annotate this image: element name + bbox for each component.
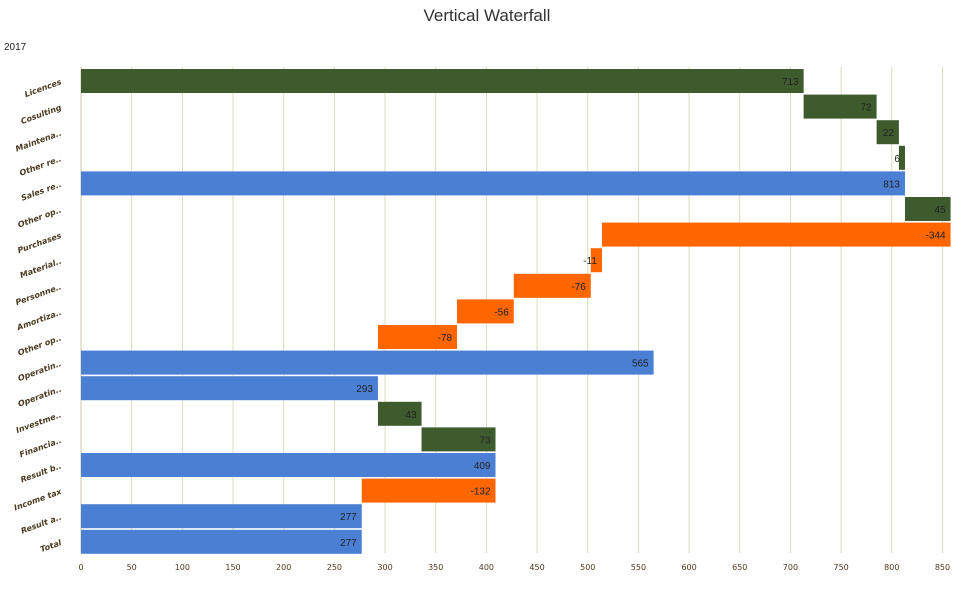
category-label: Result b.. xyxy=(19,461,62,484)
bar-value-label: 713 xyxy=(782,77,799,88)
bar-value-label: 6 xyxy=(894,154,900,165)
bar-increase xyxy=(904,197,951,221)
bar-total xyxy=(81,171,905,196)
bar-decrease xyxy=(513,273,591,298)
bar-increase xyxy=(81,69,804,93)
category-label: Sales re.. xyxy=(20,180,63,203)
x-tick-label: 650 xyxy=(732,563,747,572)
bar-value-label: -132 xyxy=(471,487,491,498)
x-tick-label: 50 xyxy=(127,563,137,572)
category-label: Financia.. xyxy=(18,436,62,459)
x-tick-label: 250 xyxy=(327,563,342,572)
x-tick-label: 550 xyxy=(631,563,646,572)
bar-increase xyxy=(421,427,496,452)
category-label: Operatin.. xyxy=(17,359,63,383)
x-tick-label: 300 xyxy=(377,563,392,572)
bar-increase xyxy=(898,145,905,170)
category-label: Income tax xyxy=(13,487,64,513)
x-tick-label: 450 xyxy=(529,563,544,572)
bar-value-label: 73 xyxy=(479,435,491,446)
category-label: Cosulting xyxy=(20,103,63,126)
x-tick-label: 600 xyxy=(681,563,696,572)
bar-decrease xyxy=(590,248,602,273)
bar-value-label: 565 xyxy=(632,359,649,370)
x-tick-label: 350 xyxy=(428,563,443,572)
x-tick-label: 400 xyxy=(479,563,494,572)
bar-decrease xyxy=(361,478,496,503)
bar-value-label: 45 xyxy=(934,205,946,216)
x-tick-label: 0 xyxy=(78,563,83,572)
bar-value-label: -76 xyxy=(571,282,586,293)
bar-total xyxy=(81,504,362,529)
bar-total xyxy=(81,350,654,375)
x-tick-label: 800 xyxy=(884,563,899,572)
bar-increase xyxy=(803,94,877,119)
bar-value-label: 43 xyxy=(405,410,417,421)
bar-value-label: 277 xyxy=(340,512,357,523)
category-label: Personne.. xyxy=(14,282,62,307)
bar-value-label: -344 xyxy=(926,231,946,242)
bar-total xyxy=(81,453,496,477)
x-tick-label: 150 xyxy=(225,563,240,572)
bar-decrease xyxy=(377,325,458,349)
bar-total xyxy=(81,376,378,401)
chart-subtitle: 2017 xyxy=(4,42,27,53)
category-label: Result a.. xyxy=(20,513,63,536)
gridlines xyxy=(80,67,943,553)
category-label: Licences xyxy=(23,77,63,99)
category-label: Other op.. xyxy=(17,333,63,357)
x-tick-label: 500 xyxy=(580,563,595,572)
category-label: Amortiza.. xyxy=(15,308,63,333)
chart-title: Vertical Waterfall xyxy=(423,6,551,25)
category-label: Other re.. xyxy=(18,154,62,177)
x-tick-label: 700 xyxy=(783,563,798,572)
category-label: Purchases xyxy=(16,231,63,255)
value-labels: 713 72 22 6 813 45 -344 -11 -76 -56 -78 565 293 43 73 4… xyxy=(340,77,946,549)
bar-value-label: 813 xyxy=(883,179,900,190)
bar-value-label: -56 xyxy=(494,307,509,318)
bar-value-label: 277 xyxy=(340,538,357,549)
x-tick-label: 850 xyxy=(935,563,950,572)
x-tick-label: 100 xyxy=(175,563,190,572)
bar-decrease xyxy=(601,222,951,247)
x-tick-label: 200 xyxy=(276,563,291,572)
category-label: Total xyxy=(39,538,63,554)
category-label: Material.. xyxy=(19,257,63,280)
bar-increase xyxy=(377,401,422,426)
bar-value-label: 22 xyxy=(883,128,895,139)
category-label: Maintena.. xyxy=(14,129,62,154)
x-tick-labels: 0 50 100 150 200 250 300 350 400 450 500 550 600 650 7… xyxy=(78,563,950,572)
x-tick-label: 750 xyxy=(833,563,848,572)
bar-value-label: -78 xyxy=(438,333,453,344)
bar-total xyxy=(81,529,362,554)
category-label: Operatin.. xyxy=(17,385,63,409)
category-label: Investme.. xyxy=(15,410,63,435)
bars xyxy=(81,69,951,554)
bar-decrease xyxy=(457,299,514,324)
category-label: Other op.. xyxy=(17,205,63,229)
bar-value-label: 72 xyxy=(860,103,872,114)
category-labels: Licences Cosulting Maintena..Other re.. Sal… xyxy=(13,77,64,554)
bar-value-label: 409 xyxy=(474,461,491,472)
bar-increase xyxy=(876,120,899,145)
bar-value-label: 293 xyxy=(356,384,373,395)
bar-value-label: -11 xyxy=(583,256,597,267)
